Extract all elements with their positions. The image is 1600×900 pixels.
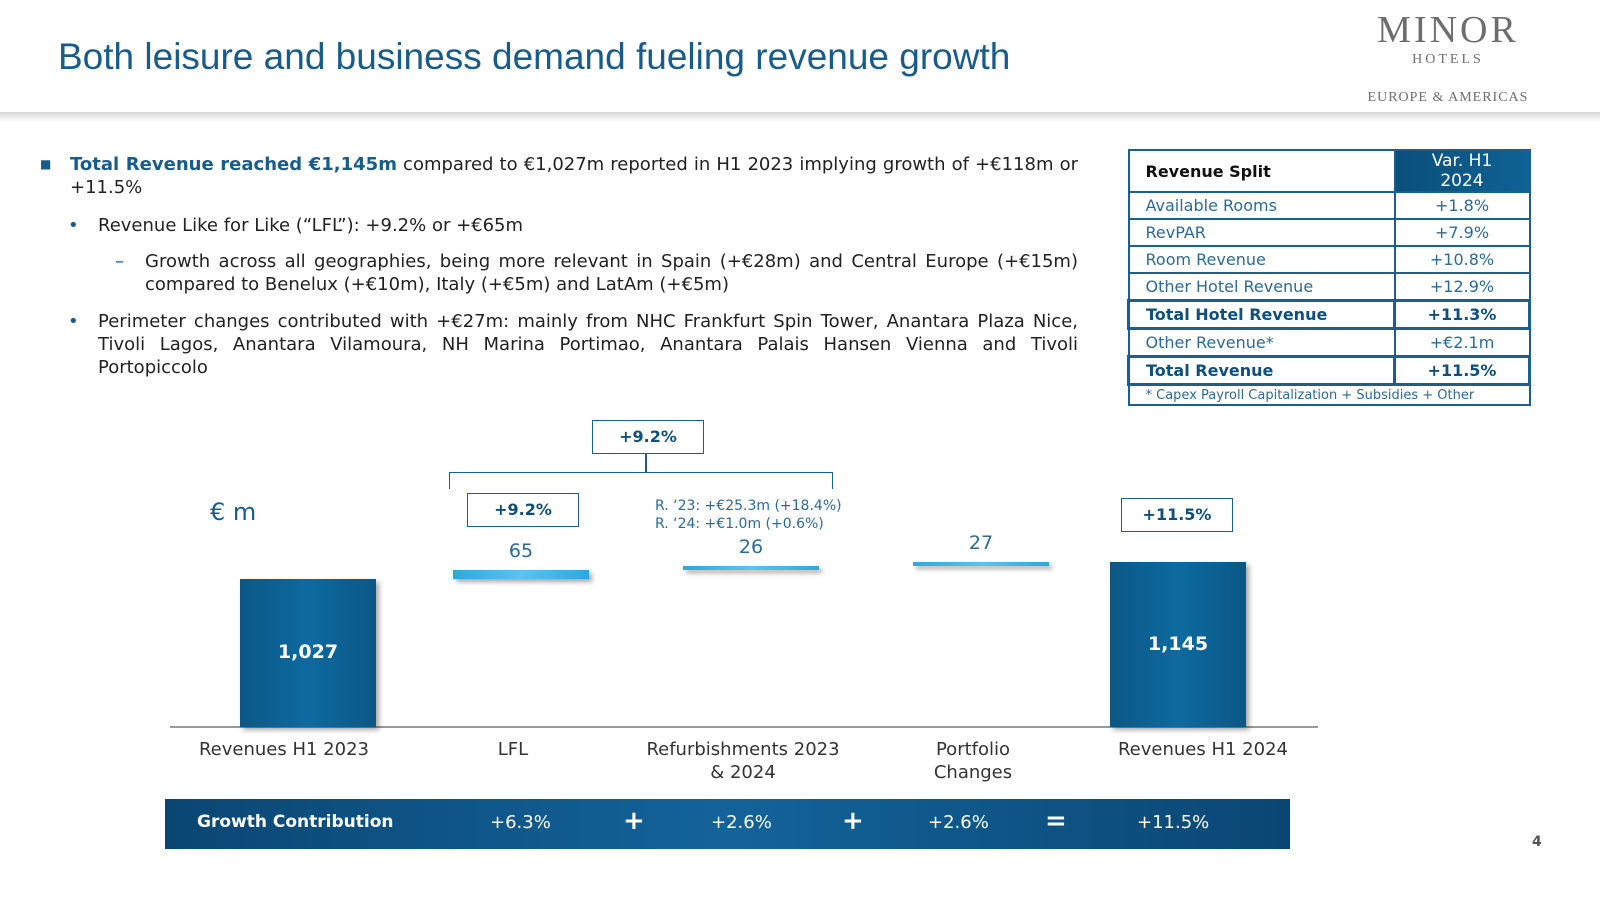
baseline [170,726,1318,728]
value-label: 1,027 [277,641,339,663]
header-shadow [0,112,1600,122]
bullet: – Growth across all geographies, being m… [115,250,1078,296]
table-footnote: * Capex Payroll Capitalization + Subsidi… [1127,383,1531,406]
annotation-box: +11.5% [1121,498,1233,532]
bar [683,565,819,570]
table-row: Other Revenue* +€2.1m [1127,327,1531,358]
bracket [449,472,833,489]
row-label: Available Rooms [1127,191,1396,220]
row-label: Total Hotel Revenue [1127,299,1396,330]
header-cell: Var. H1 2024 [1393,149,1531,193]
row-label: Room Revenue [1127,245,1396,274]
value-label: 1,145 [1147,632,1209,655]
category-label: Revenues H1 2023 [198,739,369,760]
row-label: Other Hotel Revenue [1127,272,1396,302]
page-number: 4 [1532,834,1542,850]
category-label: LFL [497,739,529,760]
annotation-box: +9.2% [467,493,579,527]
title: Both leisure and business demand fueling… [58,36,1011,77]
row-value: +11.5% [1393,355,1531,386]
bullet-marker: • [68,311,79,332]
row-value: +€2.1m [1393,327,1531,358]
bar [453,569,589,579]
table-row: Other Hotel Revenue +12.9% [1127,272,1531,302]
row-label: Other Revenue* [1127,327,1396,358]
row-label: RevPAR [1127,218,1396,247]
row-value: +11.3% [1393,299,1531,330]
row-value: +1.8% [1393,191,1531,220]
logo-sub: HOTELS [1412,52,1484,67]
value-label: 26 [738,535,764,558]
growth-operator: + [842,806,864,836]
category-label: Refurbishments 2023 & 2024 [646,739,840,783]
bar [1110,562,1246,727]
table-row: Total Hotel Revenue +11.3% [1127,299,1531,330]
bullet: ■ Total Revenue reached €1,145m compared… [40,153,1078,199]
refurb-note: R. ‘23: +€25.3m (+18.4%) R. ‘24: +€1.0m … [655,497,842,533]
category-label: Revenues H1 2024 [1117,739,1288,760]
bar [913,562,1049,566]
bullet-text: Growth across all geographies, being mor… [145,251,1078,295]
bullet-marker: – [115,251,124,272]
row-label: Total Revenue [1127,355,1396,386]
table-row: RevPAR +7.9% [1127,218,1531,247]
table-row: Room Revenue +10.8% [1127,245,1531,274]
bullet-marker: ■ [40,157,52,171]
growth-item: +11.5% [1137,812,1210,833]
bullet-bold: Total Revenue reached €1,145m [70,154,397,175]
growth-operator: = [1045,806,1067,836]
growth-item: +6.3% [490,812,551,833]
growth-label: Growth Contribution [197,812,394,832]
bullet-text: Revenue Like for Like (“LFL”): +9.2% or … [98,215,524,236]
row-value: +12.9% [1393,272,1531,302]
table-header: Revenue Split Var. H1 2024 [1127,149,1531,193]
bullet-marker: • [68,215,79,236]
category-label: Portfolio Changes [933,739,1013,783]
revenue-table: Revenue Split Var. H1 2024 Available Roo… [1127,149,1531,406]
row-value: +10.8% [1393,245,1531,274]
bullet: • Perimeter changes contributed with +€2… [68,310,1078,379]
bar [240,579,376,727]
value-label: 65 [508,539,534,562]
header-cell: Revenue Split [1127,149,1396,193]
bullet-text: compared to €1,027m reported in H1 2023 … [70,154,1078,198]
row-value: +7.9% [1393,218,1531,247]
annotation-box: +9.2% [592,420,704,454]
bullet-text: Perimeter changes contributed with +€27m… [98,311,1078,378]
unit-label: € m [210,498,257,526]
note-line: R. ‘23: +€25.3m (+18.4%) [655,498,842,514]
growth-operator: + [623,806,645,836]
bullet: • Revenue Like for Like (“LFL”): +9.2% o… [68,214,1078,237]
table-row: Total Revenue +11.5% [1127,355,1531,386]
growth-item: +2.6% [928,812,989,833]
table-row: Available Rooms +1.8% [1127,191,1531,220]
growth-item: +2.6% [711,812,772,833]
logo-name: MINOR [1377,9,1519,51]
footnote: * Capex Payroll Capitalization + Subsidi… [1127,383,1531,406]
bracket-stem [645,454,647,472]
logo-region: EUROPE & AMERICAS [1367,90,1529,105]
note-line: R. ‘24: +€1.0m (+0.6%) [655,516,824,532]
growth-bar [165,799,1290,849]
value-label: 27 [968,532,994,554]
